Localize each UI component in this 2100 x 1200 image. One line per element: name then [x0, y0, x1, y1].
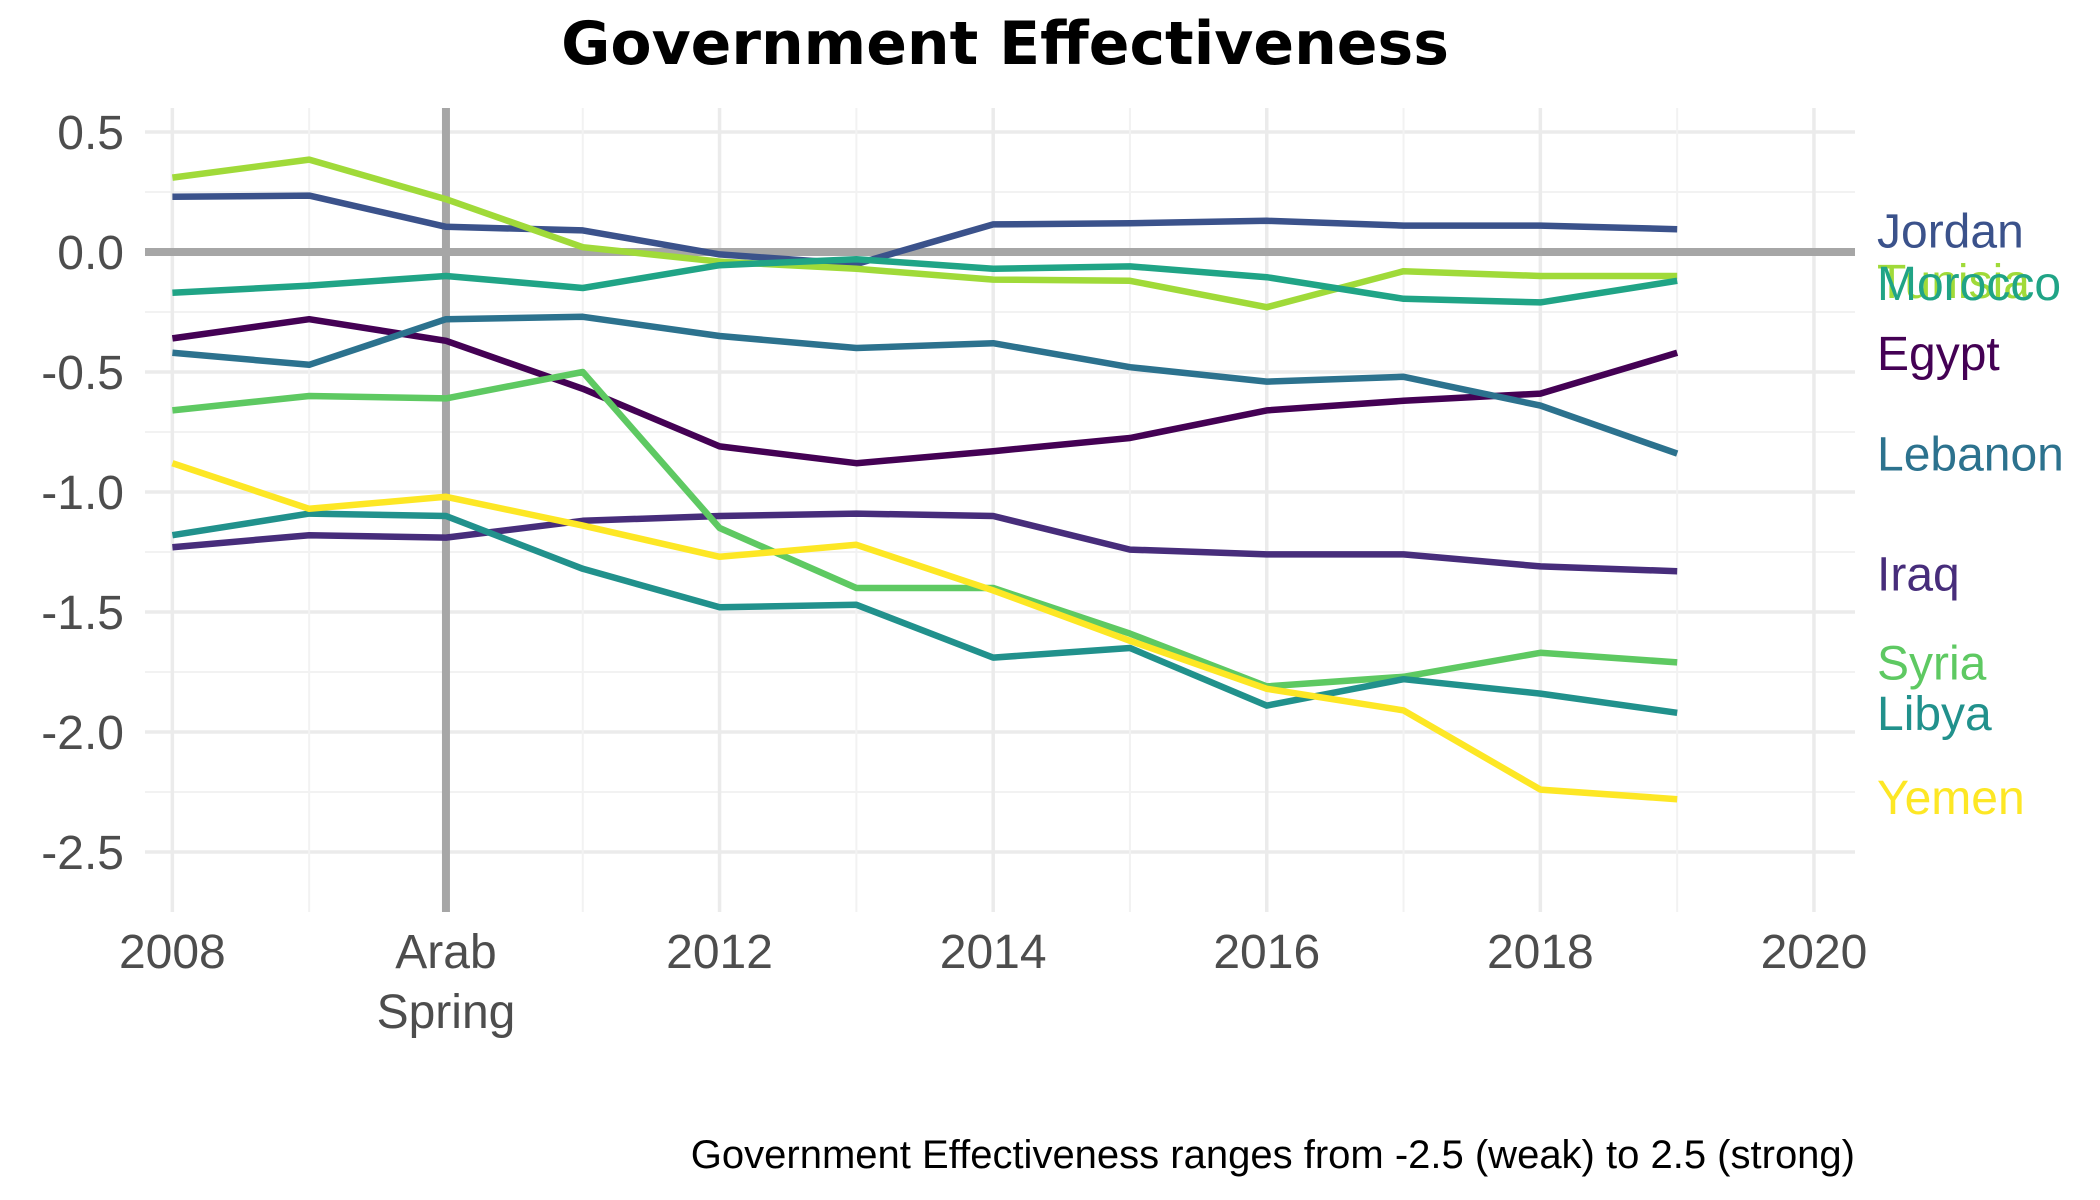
x-tick-label: 2018 — [1487, 926, 1594, 979]
series-line-morocco — [172, 255, 1678, 306]
series-label-iraq: Iraq — [1877, 549, 1960, 602]
x-tick-label: 2008 — [119, 926, 226, 979]
y-tick-label: -0.5 — [41, 347, 124, 400]
x-tick-label: 2014 — [940, 926, 1047, 979]
series-line-egypt — [171, 315, 1679, 467]
y-tick-label: -1.5 — [41, 587, 124, 640]
series-label-libya: Libya — [1877, 688, 1992, 741]
series-label-tunisia: Tunisia — [1877, 256, 2030, 309]
x-tick-label: 2012 — [666, 926, 773, 979]
series-label-morocco: Morocco — [1877, 258, 2061, 311]
grid-lines — [145, 108, 1855, 912]
series-label-egypt: Egypt — [1877, 328, 2000, 381]
reference-lines — [145, 108, 1855, 912]
series-line-lebanon — [172, 313, 1679, 457]
series-line-syria — [172, 368, 1678, 690]
series-label-lebanon: Lebanon — [1877, 429, 2064, 482]
x-tick-label: 2020 — [1761, 926, 1868, 979]
y-axis-ticks: 0.5 0.0 -0.5 -1.0 -1.5 -2.0 -2.5 — [41, 107, 124, 880]
y-tick-label: 0.5 — [57, 107, 124, 160]
series-lines — [171, 156, 1679, 803]
y-tick-label: -2.0 — [41, 707, 124, 760]
series-line-tunisia — [171, 156, 1678, 311]
x-axis-ticks: 2008 Arab Spring 2012 2014 2016 2018 2020 — [119, 926, 1867, 1039]
series-label-syria: Syria — [1877, 637, 1987, 690]
chart-caption: Government Effectiveness ranges from -2.… — [691, 1133, 1855, 1177]
y-tick-label: 0.0 — [57, 227, 124, 280]
series-label-jordan: Jordan — [1877, 205, 2024, 258]
series-line-iraq — [172, 510, 1678, 575]
y-tick-label: -2.5 — [41, 827, 124, 880]
series-line-libya — [171, 510, 1678, 717]
series-label-yemen: Yemen — [1877, 772, 2025, 825]
x-tick-label: Arab Spring — [377, 926, 516, 1039]
y-tick-label: -1.0 — [41, 467, 124, 520]
chart-title: Government Effectiveness — [561, 9, 1449, 79]
series-line-jordan — [172, 192, 1678, 268]
series-line-yemen — [171, 460, 1678, 803]
x-tick-label: 2016 — [1213, 926, 1320, 979]
